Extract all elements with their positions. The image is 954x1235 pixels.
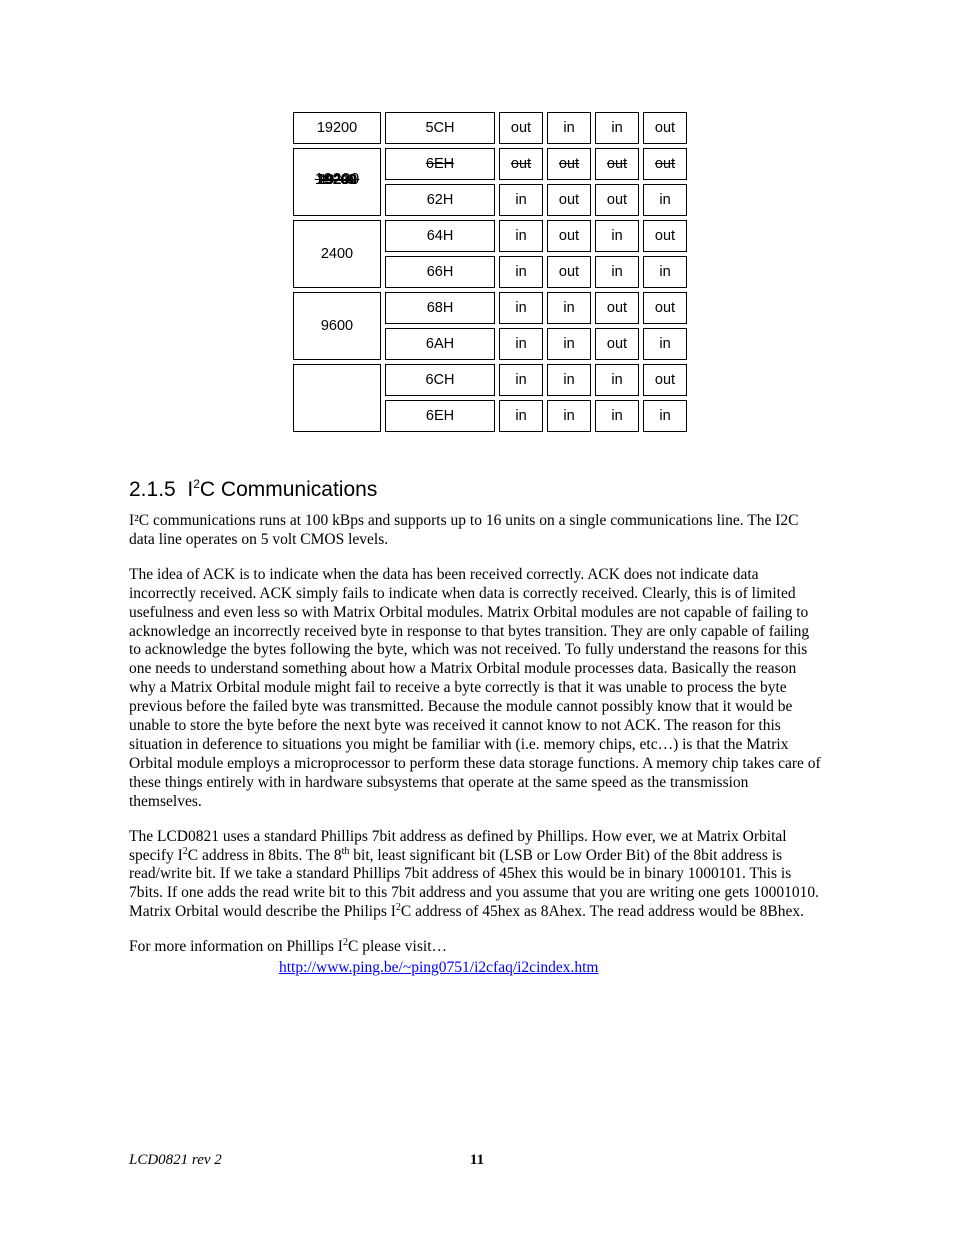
cell-hex: 6EH (385, 400, 495, 432)
cell-io: in (547, 328, 591, 360)
cell-baud: 2400 (293, 220, 381, 288)
table-row: 19200 19200 19200 19200 6EH out out out … (293, 148, 687, 180)
heading-number: 2.1.5 (129, 478, 176, 501)
paragraph: The LCD0821 uses a standard Phillips 7bi… (129, 828, 825, 923)
cell-io: in (595, 400, 639, 432)
page: 19200 5CH out in in out 19200 19200 1920… (0, 0, 954, 1235)
cell-hex: 6AH (385, 328, 495, 360)
cell-io: in (643, 400, 687, 432)
link-line: http://www.ping.be/~ping0751/i2cfaq/i2ci… (279, 959, 825, 977)
cell-io: out (643, 220, 687, 252)
cell-io: out (595, 184, 639, 216)
cell-hex: 6EH (385, 148, 495, 180)
cell-io: out (547, 184, 591, 216)
cell-baud-overlay: 19200 19200 19200 19200 (293, 148, 381, 216)
cell-io: in (643, 184, 687, 216)
heading-sup: 2 (193, 477, 200, 491)
heading-text: C Communications (200, 478, 377, 501)
cell-io: out (595, 292, 639, 324)
cell-io: in (499, 256, 543, 288)
cell-hex: 62H (385, 184, 495, 216)
cell-io: in (595, 256, 639, 288)
cell-baud: 19200 (293, 112, 381, 144)
cell-io: out (499, 112, 543, 144)
cell-io: out (547, 220, 591, 252)
i2c-faq-link[interactable]: http://www.ping.be/~ping0751/i2cfaq/i2ci… (279, 959, 599, 976)
cell-io: in (499, 184, 543, 216)
cell-io: out (643, 112, 687, 144)
footer-page-number: 11 (129, 1152, 825, 1169)
section-heading: 2.1.5 I2C Communications (129, 478, 825, 502)
paragraph: The idea of ACK is to indicate when the … (129, 566, 825, 812)
baud-table: 19200 5CH out in in out 19200 19200 1920… (289, 108, 691, 436)
cell-io: in (499, 292, 543, 324)
cell-io: in (499, 400, 543, 432)
cell-io: in (547, 112, 591, 144)
cell-io: out (595, 328, 639, 360)
cell-hex: 64H (385, 220, 495, 252)
paragraph-text: C address of 45hex as 8Ahex. The read ad… (401, 903, 804, 920)
cell-io: in (547, 400, 591, 432)
cell-io: in (547, 292, 591, 324)
cell-io: in (595, 364, 639, 396)
cell-io: in (499, 328, 543, 360)
cell-hex: 68H (385, 292, 495, 324)
content-area: 19200 5CH out in in out 19200 19200 1920… (129, 108, 825, 977)
table-row: 19200 5CH out in in out (293, 112, 687, 144)
cell-io: out (595, 148, 639, 180)
cell-io: out (643, 148, 687, 180)
cell-hex: 66H (385, 256, 495, 288)
table-row: 6CH in in in out (293, 364, 687, 396)
table-row: 9600 68H in in out out (293, 292, 687, 324)
cell-io: out (499, 148, 543, 180)
cell-io: out (643, 364, 687, 396)
paragraph-text: C address in 8bits. The 8 (188, 847, 342, 864)
overlay-text: 19200 (312, 172, 362, 188)
cell-baud (293, 364, 381, 432)
cell-baud: 9600 (293, 292, 381, 360)
cell-io: in (595, 112, 639, 144)
cell-hex: 5CH (385, 112, 495, 144)
paragraph: I²C communications runs at 100 kBps and … (129, 512, 825, 550)
cell-io: in (499, 364, 543, 396)
cell-io: in (499, 220, 543, 252)
paragraph-text: For more information on Phillips I (129, 938, 343, 955)
cell-io: out (547, 148, 591, 180)
cell-io: in (643, 256, 687, 288)
paragraph: For more information on Phillips I2C ple… (129, 938, 825, 957)
cell-hex: 6CH (385, 364, 495, 396)
cell-io: in (643, 328, 687, 360)
cell-io: out (643, 292, 687, 324)
paragraph-text: C please visit… (348, 938, 447, 955)
table-row: 2400 64H in out in out (293, 220, 687, 252)
cell-io: out (547, 256, 591, 288)
cell-io: in (595, 220, 639, 252)
page-footer: LCD0821 rev 2 11 (129, 1152, 825, 1169)
cell-io: in (547, 364, 591, 396)
